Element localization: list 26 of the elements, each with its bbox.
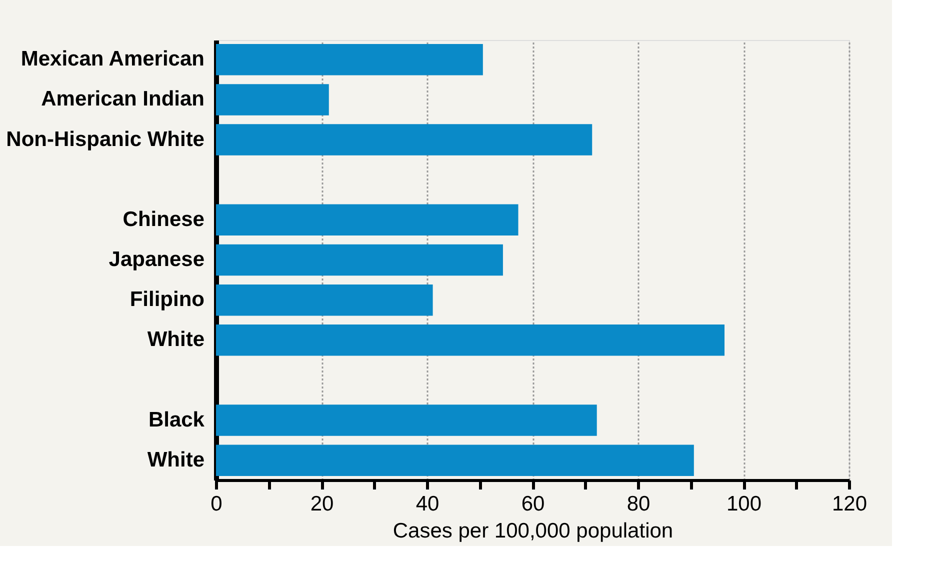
y-tick-label: White [147, 448, 204, 472]
x-tick-label: 0 [210, 492, 222, 516]
bar [216, 404, 597, 436]
bar [216, 84, 329, 116]
y-tick-label: Non-Hispanic White [6, 128, 204, 151]
bar [216, 284, 433, 316]
x-tick-label: 40 [416, 492, 440, 516]
y-tick-label: Black [148, 408, 205, 432]
bar [216, 324, 725, 356]
y-tick-label: White [147, 328, 204, 352]
x-tick-label: 60 [521, 492, 545, 516]
y-tick-label: Filipino [130, 288, 204, 312]
x-tick-label: 120 [832, 492, 868, 516]
bar [216, 244, 503, 276]
x-tick-label: 100 [726, 492, 762, 516]
y-tick-label: Chinese [122, 208, 204, 231]
bar [216, 204, 518, 236]
x-tick-label: 80 [626, 492, 650, 516]
bar [216, 124, 592, 156]
y-tick-label: Mexican American [20, 48, 204, 71]
bar [216, 444, 694, 476]
x-tick-label: 20 [310, 492, 334, 516]
y-tick-label: American Indian [41, 88, 204, 111]
bar [216, 44, 483, 76]
y-tick-label: Japanese [108, 248, 204, 271]
x-axis-title: Cases per 100,000 population [392, 520, 674, 542]
